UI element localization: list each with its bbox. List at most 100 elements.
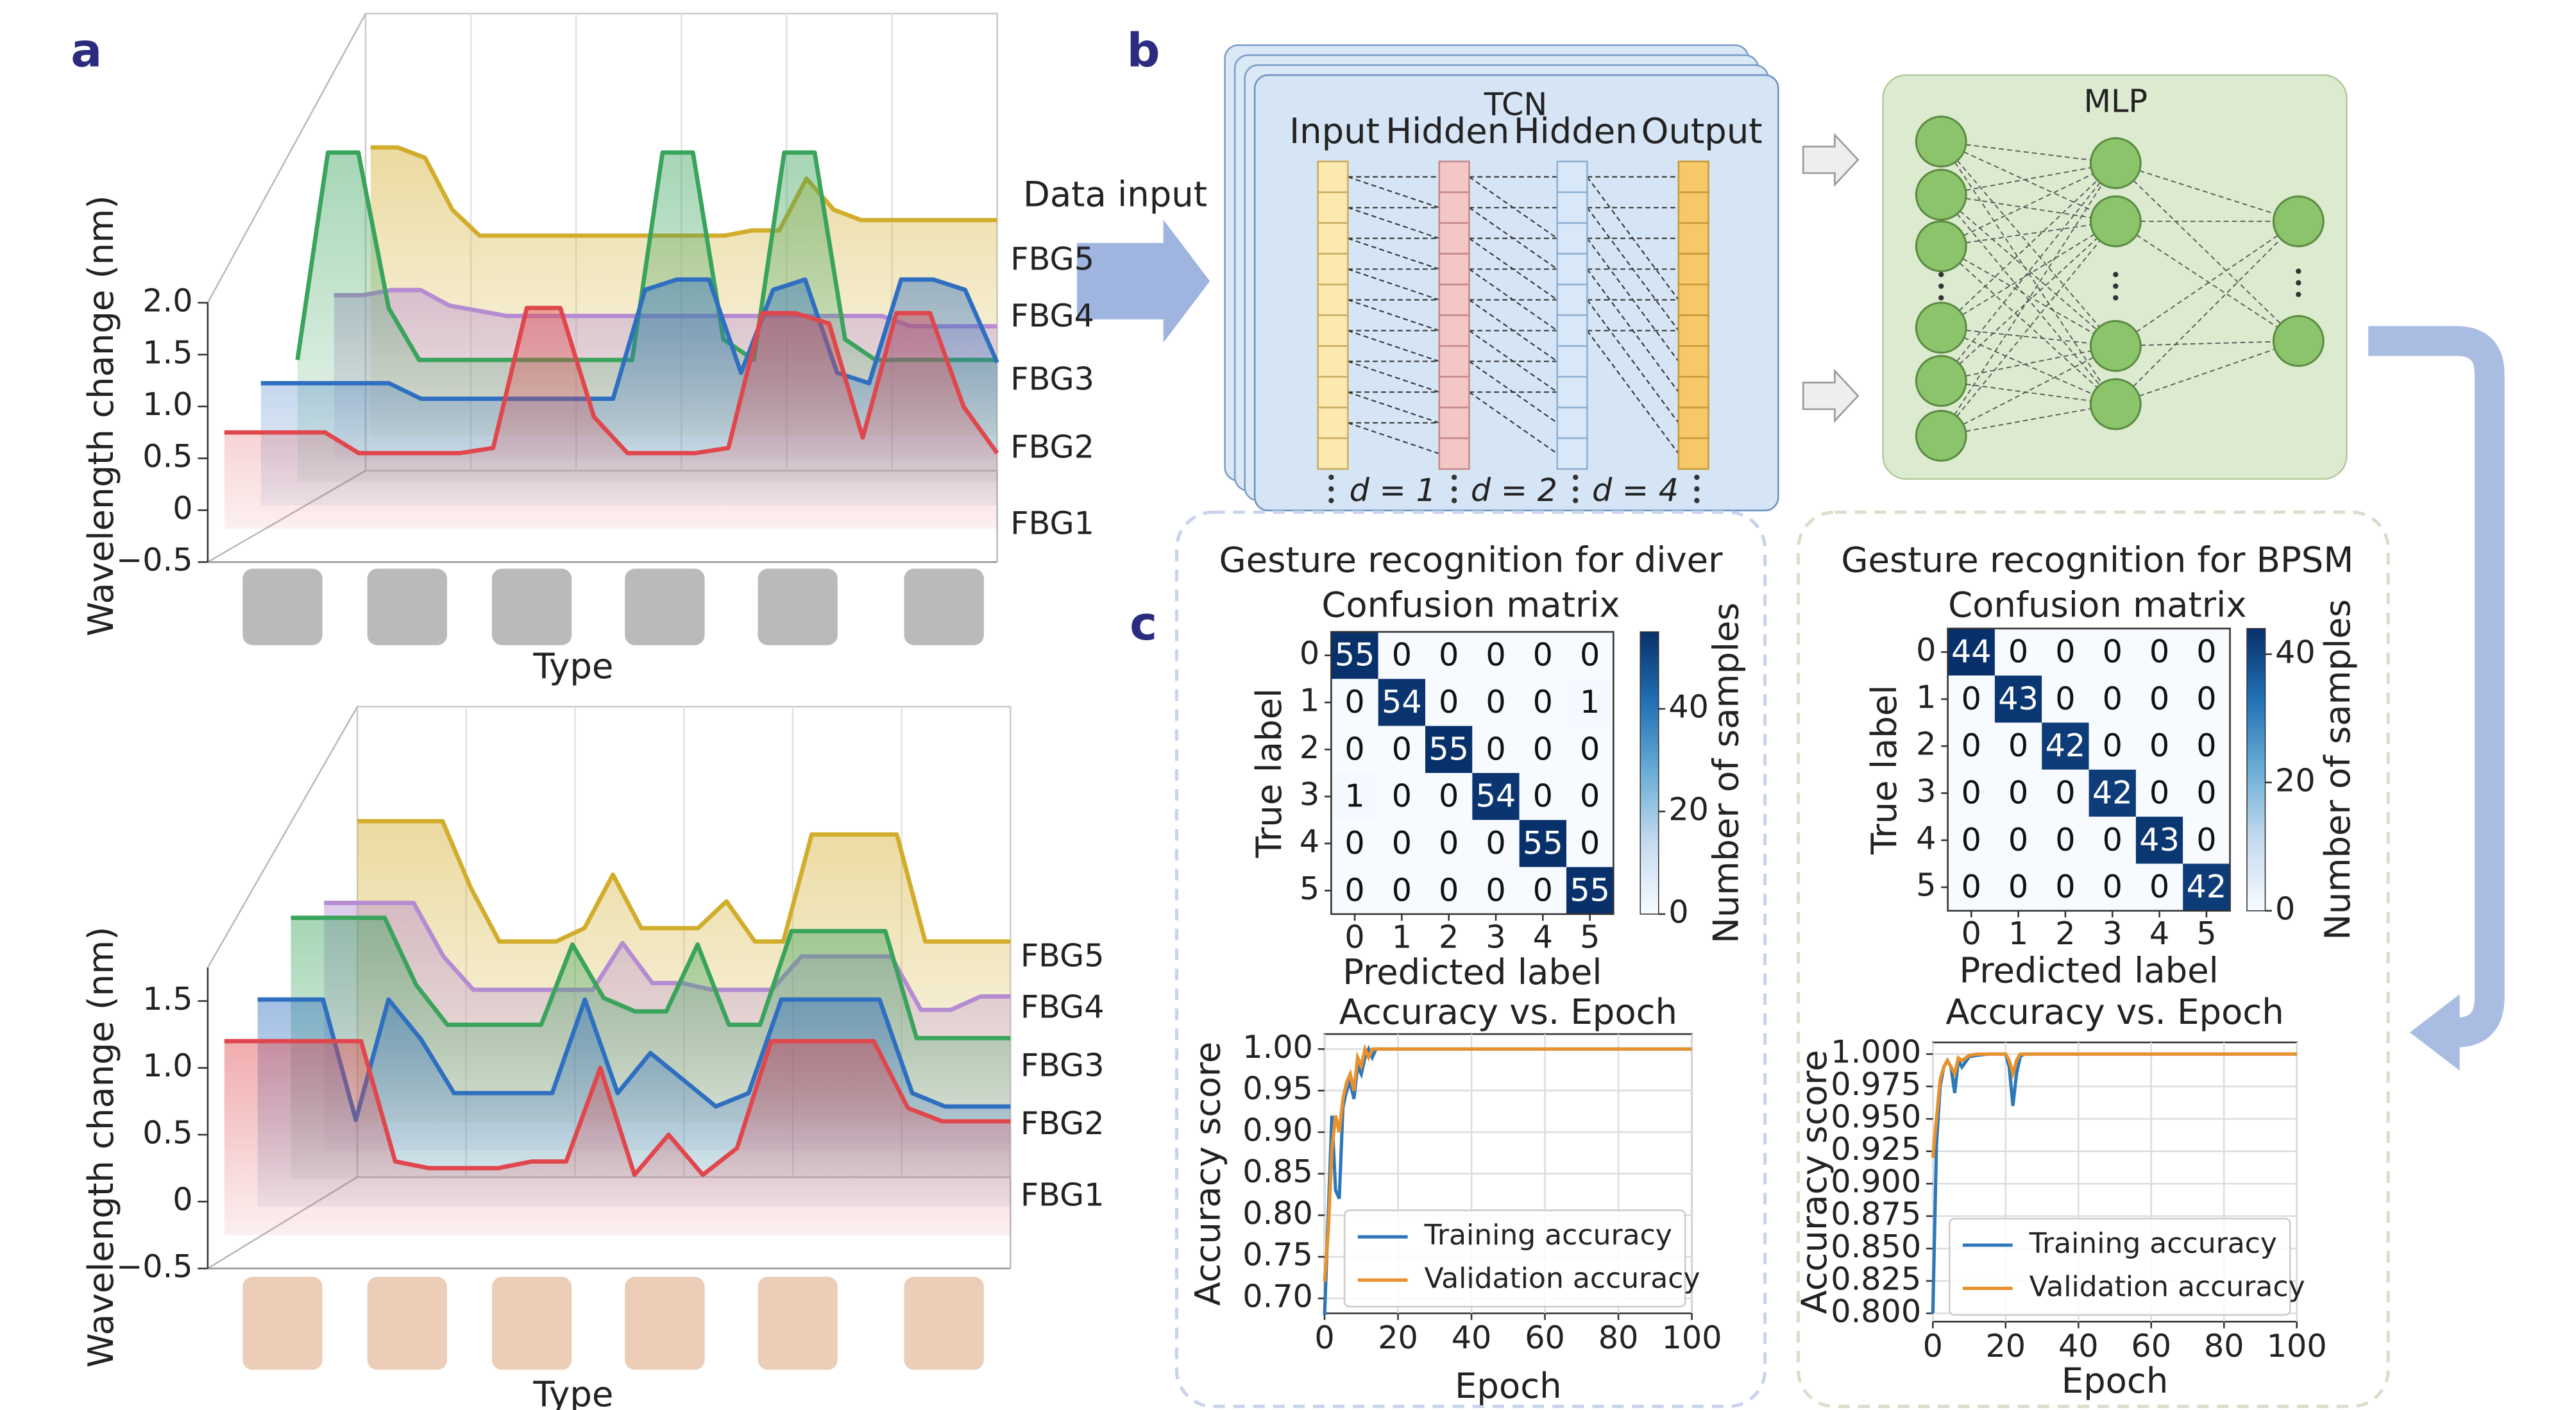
cell [1994, 628, 2042, 676]
cell-label: 0 [2103, 821, 2123, 858]
ellipsis-dot [1573, 486, 1579, 492]
layer-cell [1317, 284, 1349, 316]
cell-label: 0 [2008, 727, 2028, 764]
connection [1941, 345, 2116, 382]
area [224, 308, 997, 529]
line [224, 305, 999, 455]
x-tick-label: 5 [2196, 915, 2216, 952]
cell-label: 0 [2055, 680, 2075, 717]
cell-label: 0 [1533, 683, 1553, 720]
gesture-image [242, 1277, 323, 1370]
connection [2115, 221, 2299, 405]
x-tick-label: 60 [1525, 1319, 1565, 1356]
series-label: FBG2 [1021, 1105, 1105, 1142]
mlp-title: MLP [2084, 83, 2148, 120]
cell-label: 54 [1382, 683, 1422, 720]
cell-label: 0 [1962, 868, 1981, 905]
line [224, 1039, 1011, 1177]
y-axis-label: Accuracy score [1793, 1050, 1835, 1314]
cell [2183, 769, 2230, 817]
y-tick-label: 0 [1916, 631, 1936, 668]
cell-label: 0 [2149, 774, 2169, 811]
y-axis-label: True label [1248, 688, 1289, 858]
cell [2089, 722, 2136, 770]
cell [1425, 772, 1473, 820]
connection [1940, 162, 2117, 436]
layer-cell [1677, 314, 1709, 347]
y-tick-label: 0.70 [1242, 1277, 1313, 1314]
connection [1940, 162, 2117, 382]
cell [1425, 820, 1473, 867]
cell-label: 0 [2196, 633, 2216, 670]
neuron [2272, 315, 2325, 367]
cell-label: 0 [1392, 730, 1412, 767]
cell [2183, 817, 2230, 864]
ellipsis-dot [1694, 486, 1700, 492]
layer-cell [1677, 191, 1709, 224]
y-axis-label: True label [1863, 685, 1904, 855]
gesture-image [625, 1277, 705, 1370]
connection [2115, 221, 2299, 347]
ellipsis-dot [1451, 474, 1457, 480]
cell [1425, 726, 1473, 773]
data-input-arrow [1076, 219, 1210, 343]
layer-cell [1677, 406, 1709, 439]
y-tick-label: 0.80 [1242, 1194, 1313, 1232]
series-label: FBG2 [1010, 428, 1094, 465]
y-tick-label: 1 [1300, 681, 1319, 718]
connection [1940, 162, 2116, 247]
x-tick-label: 40 [2058, 1327, 2099, 1364]
line [1931, 1052, 2297, 1159]
y-tick-label: 0.800 [1831, 1293, 1921, 1330]
cell [1994, 817, 2042, 864]
layer-cell [1438, 345, 1470, 378]
cell-label: 0 [2008, 633, 2028, 670]
cell-label: 0 [1392, 871, 1412, 908]
layer-cell [1438, 406, 1470, 439]
cell-label: 0 [2055, 774, 2075, 811]
x-tick-label: 5 [1580, 918, 1600, 955]
line [257, 997, 1011, 1123]
cell-label: 0 [1439, 636, 1459, 674]
connection [1940, 221, 2116, 382]
colorbar-tick-label: 40 [2275, 633, 2316, 670]
neuron [1915, 409, 1967, 462]
cell [2089, 675, 2136, 723]
ellipsis-dot [1451, 498, 1457, 504]
colorbar-label: Number of samples [1706, 602, 1747, 944]
series-label: FBG5 [1010, 241, 1094, 278]
layer-cell [1438, 375, 1470, 409]
x-tick-label: 40 [1452, 1319, 1492, 1356]
cell-label: 0 [2103, 680, 2123, 717]
cell [2135, 722, 2183, 770]
layer-cell [1317, 437, 1349, 470]
cell-label: 0 [1486, 636, 1505, 674]
panel-label: a [71, 24, 102, 78]
cell [1378, 726, 1426, 773]
cell [2042, 769, 2089, 817]
tcn-title: TCN [1484, 86, 1547, 123]
cell-label: 0 [2055, 868, 2075, 905]
x-axis-label: Type [532, 1373, 613, 1410]
cell-label: 43 [1998, 680, 2038, 717]
layer-cell [1317, 222, 1349, 255]
cell-label: 0 [1344, 871, 1364, 908]
cell [1378, 820, 1426, 867]
ellipsis-dot [1694, 498, 1700, 504]
chart-title: Accuracy vs. Epoch [1339, 991, 1677, 1032]
y-tick-label: 1.5 [142, 980, 192, 1017]
cell [2089, 769, 2136, 817]
matrix-frame [1947, 627, 2231, 912]
cell [2135, 628, 2183, 676]
layer-cell [1556, 314, 1588, 347]
cell [2135, 675, 2183, 723]
x-tick-label: 3 [1486, 918, 1505, 955]
cell-label: 0 [1533, 777, 1553, 815]
cell [1331, 679, 1378, 726]
y-tick-label: 0.900 [1831, 1163, 1921, 1200]
y-tick-label: 4 [1300, 822, 1319, 860]
gesture-image [242, 568, 323, 645]
y-tick-label: 0.5 [142, 1114, 192, 1151]
gesture-image [904, 568, 984, 645]
y-tick-label: 5 [1916, 867, 1936, 904]
